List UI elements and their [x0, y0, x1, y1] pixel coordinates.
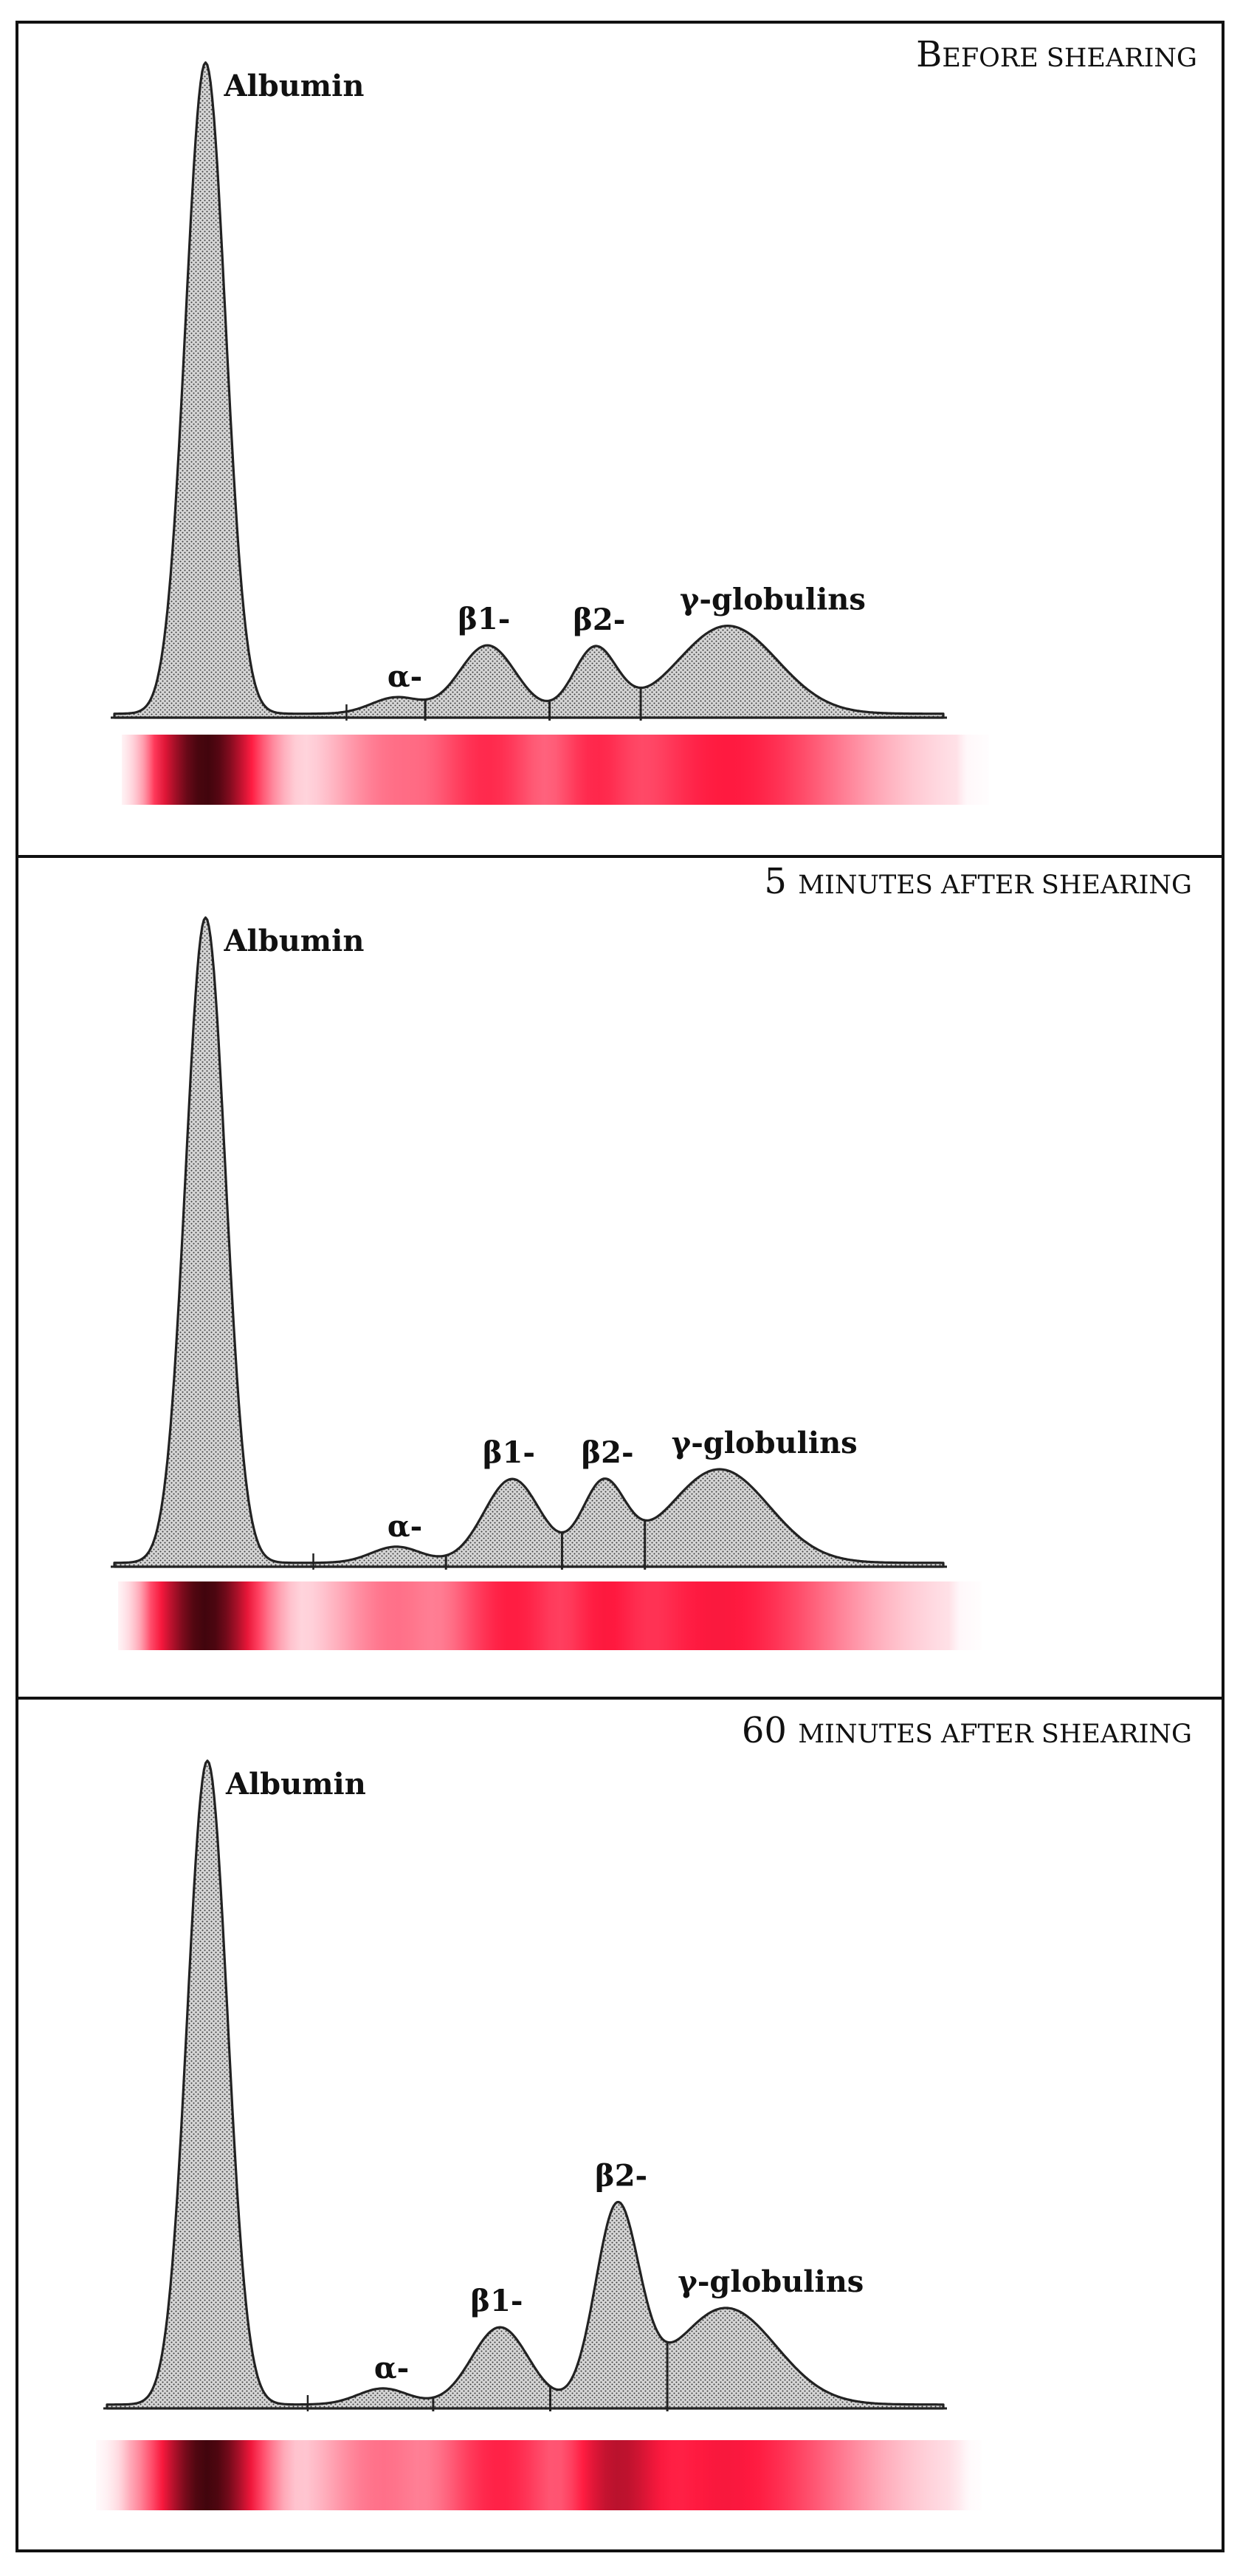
peak-label: β1- [483, 1435, 535, 1470]
densitometry-curve [106, 1759, 945, 2410]
peak-label: β2- [573, 602, 625, 637]
panel-title: 60 MINUTES AFTER SHEARING [742, 1710, 1192, 1751]
peak-label: α- [374, 2351, 409, 2386]
panel-title: 5 MINUTES AFTER SHEARING [764, 861, 1192, 902]
peak-label: α- [388, 659, 422, 694]
peak-label: γ-globulins [672, 1426, 858, 1460]
peak-label: β1- [471, 2284, 523, 2318]
gel-strip [122, 735, 989, 805]
peak-label: β2- [595, 2159, 647, 2194]
peak-label: β1- [458, 602, 510, 636]
gel-strip [118, 1581, 982, 1650]
panel-1: Albumin α-β1- β2- γ-globulins BEFORE SHEARIN… [111, 34, 1197, 805]
peak-label: γ-globulins [678, 2264, 864, 2299]
densitometry-curve [113, 916, 945, 1568]
peak-label: β2- [582, 1435, 634, 1470]
peak-label: γ-globulins [680, 583, 866, 617]
gel-strip [96, 2440, 982, 2510]
panel-title: BEFORE SHEARING [916, 34, 1197, 75]
peak-label: Albumin [225, 1767, 366, 1802]
peak-label: Albumin [224, 69, 365, 103]
peak-label: Albumin [224, 924, 365, 958]
peak-label: α- [388, 1509, 422, 1544]
densitometry-curve [113, 61, 945, 719]
panel-3: Albumin α-β1- β2- γ-globulins 60 MINUTES AFT… [17, 1697, 1223, 2510]
panel-2: Albumin α-β1- β2- γ-globulins 5 MINUTES AFTE… [17, 855, 1223, 1650]
